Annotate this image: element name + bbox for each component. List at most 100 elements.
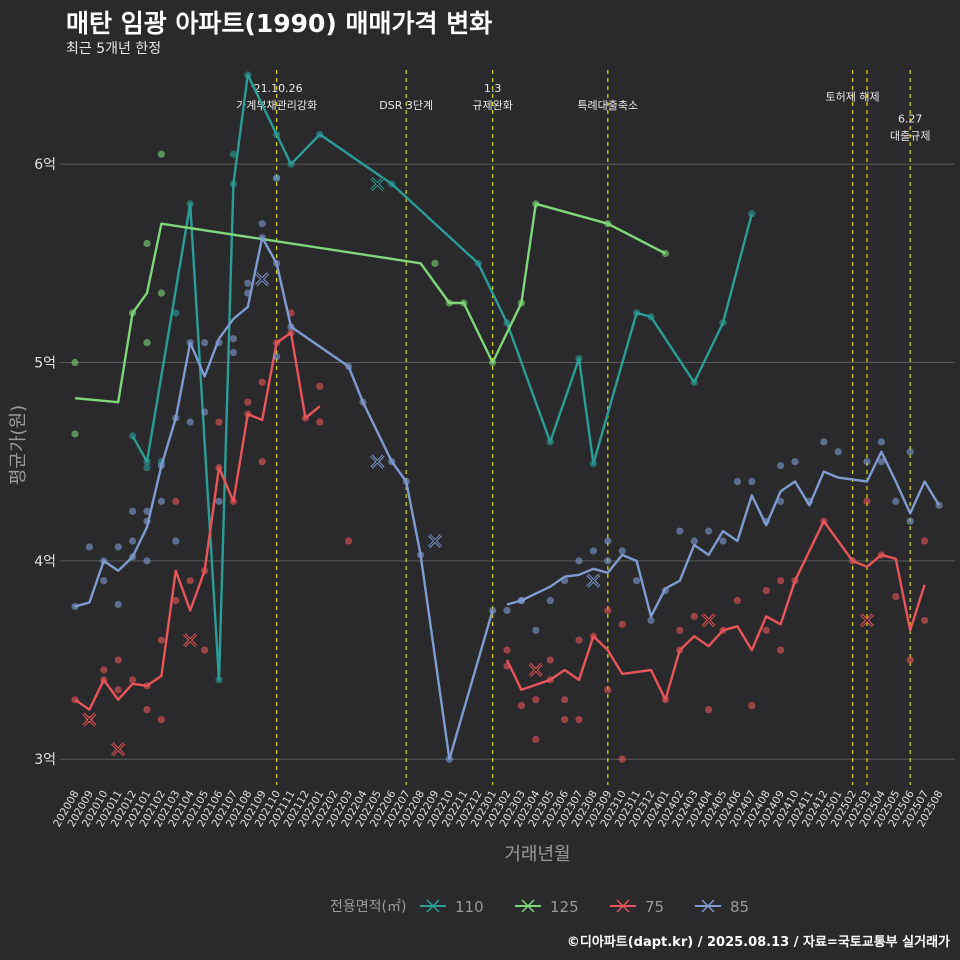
data-point-110 <box>229 150 237 158</box>
legend-title: 전용면적(㎡) <box>330 899 406 915</box>
data-point-75-recent <box>575 636 583 644</box>
event-label: 가계부채관리강화 <box>236 99 317 112</box>
data-point-85 <box>143 557 151 565</box>
data-point-85-recent <box>532 626 540 634</box>
data-point-125 <box>143 239 151 248</box>
data-point-75-recent <box>705 706 713 714</box>
legend-item-110: 110 <box>420 898 484 916</box>
legend-swatch-cross <box>521 899 535 913</box>
y-axis-title: 평균가(원) <box>8 405 29 485</box>
cross-stroke <box>371 177 384 191</box>
data-point-85 <box>244 279 252 287</box>
data-point-85 <box>186 418 194 426</box>
event-label: 6.27 <box>898 113 923 126</box>
data-point-85 <box>273 174 281 182</box>
series-line-85 <box>74 236 494 761</box>
data-point-125 <box>157 150 165 158</box>
cross-marker-85 <box>255 272 270 287</box>
data-point-85 <box>100 577 108 585</box>
data-point-75 <box>114 686 122 694</box>
data-point-125 <box>71 358 79 367</box>
data-point-75-recent <box>748 702 756 710</box>
legend-item-75: 75 <box>610 898 664 916</box>
cross-stroke <box>428 534 442 548</box>
event-label: 토허제 해제 <box>826 90 880 104</box>
data-point-75-recent <box>575 715 583 724</box>
data-point-85 <box>85 543 93 551</box>
data-point-85-recent <box>906 448 914 456</box>
data-point-75-recent <box>906 656 914 664</box>
data-point-85-recent <box>777 497 785 505</box>
y-tick-label: 6억 <box>34 157 56 173</box>
data-point-85-recent <box>575 557 583 565</box>
data-point-85-recent <box>748 477 756 486</box>
data-point-75-recent <box>733 596 742 605</box>
data-point-85-recent <box>834 448 842 456</box>
data-point-75 <box>114 656 122 664</box>
data-point-75 <box>186 577 194 585</box>
legend-label: 125 <box>550 898 579 916</box>
data-point-75 <box>129 676 137 684</box>
data-point-75-recent <box>863 497 871 505</box>
cross-marker-85 <box>370 454 385 469</box>
data-point-75-recent <box>517 702 526 710</box>
cross-stroke <box>111 742 125 756</box>
data-point-75 <box>345 537 353 545</box>
data-point-85-recent <box>892 497 900 505</box>
legend-item-125: 125 <box>515 898 579 916</box>
data-point-125 <box>143 339 151 347</box>
data-point-75 <box>172 596 180 605</box>
data-point-75 <box>316 382 324 390</box>
data-point-75-recent <box>561 696 569 704</box>
event-label: 1.3 <box>484 82 502 95</box>
data-point-75-recent <box>546 656 554 664</box>
data-point-85-recent <box>676 527 684 535</box>
data-point-85-recent <box>906 517 914 525</box>
cross-marker-110 <box>370 176 385 192</box>
data-point-85 <box>229 335 237 343</box>
data-point-75 <box>157 715 165 724</box>
cross-stroke <box>587 574 600 588</box>
legend-item-85: 85 <box>695 898 749 916</box>
cross-stroke <box>702 614 715 627</box>
cross-marker-75 <box>183 633 198 648</box>
data-point-85-recent <box>604 557 612 565</box>
data-point-75-recent <box>777 577 785 585</box>
data-point-75-recent <box>604 606 612 615</box>
cross-marker-85-recent <box>586 573 601 588</box>
data-point-85-recent <box>863 458 871 466</box>
y-tick-label: 4억 <box>34 554 56 570</box>
chart-subtitle: 최근 5개년 한정 <box>66 41 162 57</box>
cross-marker-85 <box>427 533 443 549</box>
event-label: DSR 3단계 <box>379 99 433 112</box>
data-point-85 <box>503 606 511 615</box>
data-point-75 <box>100 666 108 674</box>
data-point-125 <box>157 289 165 297</box>
data-point-85-recent <box>820 438 828 446</box>
data-point-75-recent <box>676 626 684 634</box>
data-point-85 <box>215 497 223 505</box>
data-point-75 <box>316 418 324 426</box>
data-point-75-recent <box>618 755 626 763</box>
data-point-85-recent <box>618 547 626 555</box>
data-point-125 <box>431 259 439 267</box>
event-label: '21.10.26 <box>251 82 303 95</box>
data-point-85 <box>489 606 497 615</box>
cross-stroke <box>83 713 96 726</box>
data-point-85-recent <box>690 537 698 545</box>
data-point-75-recent <box>561 715 569 724</box>
data-point-75-recent <box>532 735 540 743</box>
legend-swatch-cross <box>616 899 630 913</box>
data-point-85-recent <box>589 547 598 555</box>
chart-title: 매탄 임광 아파트(1990) 매매가격 변화 <box>66 9 493 38</box>
data-point-75-recent <box>503 646 511 654</box>
y-tick-label: 5억 <box>34 356 56 372</box>
data-point-110 <box>143 464 151 472</box>
data-point-75-recent <box>777 646 785 654</box>
data-point-85 <box>201 339 209 347</box>
data-point-75 <box>172 497 180 505</box>
data-point-110 <box>172 309 180 317</box>
data-point-75 <box>258 458 266 466</box>
event-label: 특례대출축소 <box>577 99 638 112</box>
